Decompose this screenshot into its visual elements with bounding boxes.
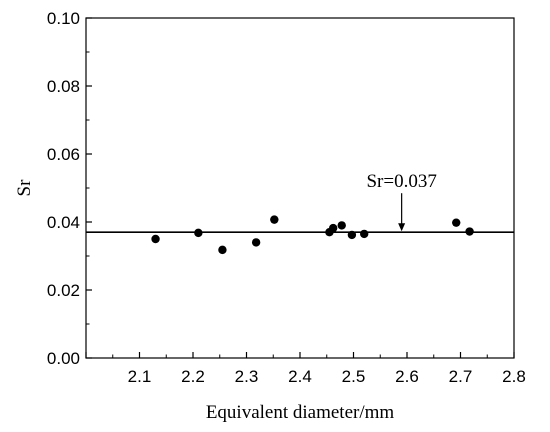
data-point <box>337 221 346 230</box>
x-tick-label: 2.6 <box>395 367 419 386</box>
x-tick-label: 2.5 <box>342 367 366 386</box>
x-tick-label: 2.1 <box>128 367 152 386</box>
data-point <box>452 218 461 227</box>
y-tick-label: 0.06 <box>47 145 80 164</box>
y-tick-label: 0.00 <box>47 349 80 368</box>
x-tick-label: 2.4 <box>288 367 312 386</box>
x-axis-title: Equivalent diameter/mm <box>206 402 395 423</box>
x-axis-ticks: 2.1 2.2 2.3 2.4 2.5 2.6 2.7 2.8 <box>85 352 526 386</box>
annotation-group: Sr=0.037 <box>366 171 437 232</box>
data-point <box>360 229 369 239</box>
plot-frame <box>85 17 515 359</box>
y-tick-label: 0.10 <box>47 9 80 28</box>
data-point <box>465 227 474 236</box>
data-points <box>151 215 474 255</box>
data-point <box>194 228 203 238</box>
data-point <box>251 238 261 247</box>
y-tick-label: 0.02 <box>47 281 80 300</box>
x-tick-label: 2.3 <box>235 367 259 386</box>
y-axis-title: Sr <box>14 179 35 197</box>
data-point <box>270 215 279 224</box>
data-point <box>151 234 160 244</box>
data-point <box>328 223 338 233</box>
annotation-label: Sr=0.037 <box>366 171 436 192</box>
x-tick-label: 2.2 <box>181 367 205 386</box>
y-tick-label: 0.04 <box>47 213 80 232</box>
y-axis-ticks: 0.00 0.02 0.04 0.06 0.08 0.10 <box>47 9 92 368</box>
data-point <box>347 230 357 240</box>
data-point <box>218 245 227 255</box>
annotation-arrowhead <box>398 223 406 232</box>
y-tick-label: 0.08 <box>47 77 80 96</box>
x-tick-label: 2.7 <box>449 367 473 386</box>
x-tick-label: 2.8 <box>502 367 526 386</box>
